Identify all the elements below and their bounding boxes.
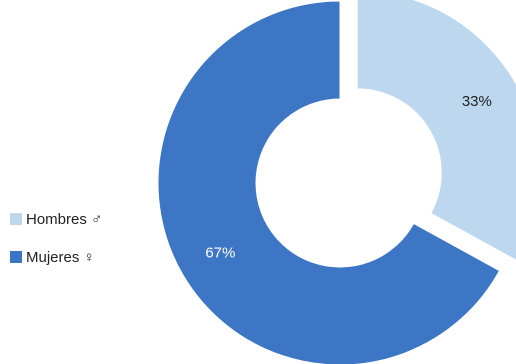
legend-label-hombres: Hombres ♂ — [26, 210, 103, 228]
legend-item-hombres: Hombres ♂ — [10, 209, 102, 229]
donut-slice-hombres — [356, 0, 516, 261]
data-label-hombres: 33% — [462, 93, 492, 110]
legend-label-mujeres: Mujeres ♀ — [26, 248, 95, 266]
data-label-mujeres: 67% — [205, 245, 235, 262]
legend-swatch-hombres — [10, 213, 22, 225]
legend-swatch-mujeres — [10, 251, 22, 263]
legend: Hombres ♂ Mujeres ♀ — [10, 209, 102, 285]
legend-item-mujeres: Mujeres ♀ — [10, 247, 102, 267]
